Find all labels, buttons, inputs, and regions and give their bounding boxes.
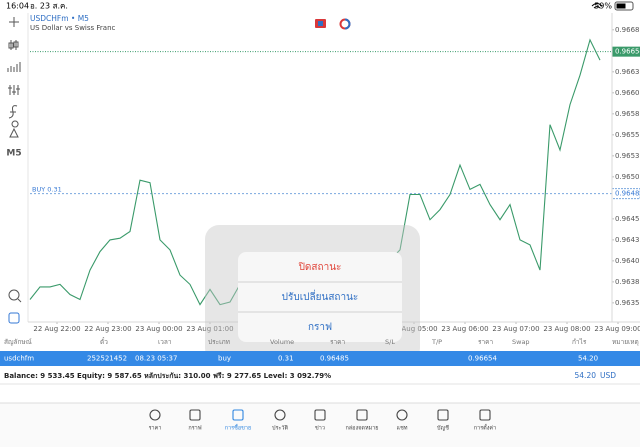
- open-chart[interactable]: กราฟ: [308, 322, 332, 333]
- cell: 54.20: [578, 355, 598, 363]
- wifi-icon: [591, 3, 603, 9]
- y-tick-label: 0.96355: [615, 299, 640, 307]
- settings-icon[interactable]: [8, 85, 20, 95]
- indicators-icon[interactable]: [7, 62, 21, 72]
- tab-icon[interactable]: [274, 409, 286, 421]
- column-header: ราคา: [478, 338, 493, 346]
- position-label: BUY 0.31: [32, 186, 62, 194]
- status-time: 16:04: [6, 2, 29, 11]
- tab-label[interactable]: กล่องจดหมาย: [345, 426, 378, 432]
- cell: 252521452: [87, 355, 127, 363]
- x-tick-label: 23 Aug 00:00: [135, 325, 182, 333]
- cell: usdchfm: [4, 355, 34, 363]
- tab-label[interactable]: ราคา: [149, 426, 162, 432]
- selected-row[interactable]: [0, 351, 640, 366]
- column-header: ตั๋ว: [100, 337, 108, 346]
- balance-text: Balance: 9 533.45 Equity: 9 587.65 หลักป…: [4, 372, 331, 380]
- tab-icon[interactable]: [396, 409, 408, 421]
- sidebar: [7, 17, 22, 324]
- price-box: [612, 46, 640, 57]
- column-header: Swap: [512, 338, 530, 346]
- tab-label[interactable]: ประวัติ: [272, 425, 288, 432]
- zoom-icon[interactable]: [8, 289, 20, 301]
- tab-label[interactable]: ข่าว: [315, 426, 325, 432]
- popup: [238, 252, 402, 342]
- tab-icon[interactable]: [149, 409, 161, 421]
- tab-label[interactable]: การตั้งค่า: [474, 424, 496, 432]
- position-price: 0.96485: [615, 190, 640, 198]
- column-header: T/P: [431, 338, 442, 346]
- column-header: S/L: [385, 338, 395, 346]
- flag-icon-inner: [318, 21, 323, 26]
- y-tick-label: 0.96555: [615, 131, 640, 139]
- tabs: ราคา กราฟ การซื้อขาย ประวัติ ข่าว กล่องจดหมาย…: [149, 409, 496, 432]
- candles-icon[interactable]: [8, 40, 19, 50]
- modify-position[interactable]: ปรับเปลี่ยนสถานะ: [282, 289, 359, 303]
- trade-icon[interactable]: [8, 312, 20, 324]
- battery-icon: [614, 1, 634, 11]
- chart-subtitle: US Dollar vs Swiss Franc: [30, 24, 116, 32]
- cell: 0.96654: [468, 355, 497, 363]
- tab-icon[interactable]: [189, 409, 201, 421]
- column-header: ราคา: [330, 338, 345, 346]
- x-tick-label: 23 Aug 05:00: [390, 325, 437, 333]
- objects-icon[interactable]: [9, 120, 19, 138]
- column-header: สัญลักษณ์: [4, 338, 32, 346]
- x-tick-label: 23 Aug 01:00: [186, 325, 233, 333]
- column-header: เวลา: [158, 338, 172, 346]
- cell: buy: [218, 355, 231, 363]
- x-tick-label: 23 Aug 07:00: [492, 325, 539, 333]
- status-battery: 59%: [594, 2, 612, 11]
- cell: 0.96485: [320, 355, 349, 363]
- chart-title: USDCHFm • M5: [30, 14, 89, 23]
- status-date: อ. 23 ส.ค.: [30, 2, 68, 11]
- column-header: กำไร: [572, 338, 587, 346]
- tab-label[interactable]: กราฟ: [188, 425, 201, 432]
- tab-icon[interactable]: [356, 409, 368, 421]
- tab-icon[interactable]: [232, 409, 244, 421]
- timeframe[interactable]: M5: [6, 149, 21, 159]
- column-header: หมายเหตุ: [612, 338, 639, 346]
- function-icon[interactable]: [8, 105, 18, 119]
- tab-label[interactable]: แชท: [397, 425, 408, 432]
- tab-icon[interactable]: [479, 409, 491, 421]
- y-tick-label: 0.96405: [615, 257, 640, 265]
- cell: 08.23 05:37: [135, 355, 177, 363]
- cell: 0.31: [278, 355, 294, 363]
- x-tick-label: 23 Aug 06:00: [441, 325, 488, 333]
- close-position[interactable]: ปิดสถานะ: [298, 262, 341, 273]
- y-tick-label: 0.96505: [615, 173, 640, 181]
- y-tick-label: 0.96455: [615, 215, 640, 223]
- x-tick-label: 23 Aug 09:00: [594, 325, 640, 333]
- currency: USD: [600, 371, 616, 380]
- tab-icon[interactable]: [437, 409, 449, 421]
- zoom-handle: [17, 298, 22, 303]
- price-label: 0.96654: [615, 48, 640, 56]
- tab-icon[interactable]: [314, 409, 326, 421]
- tab-label[interactable]: การซื้อขาย: [225, 424, 251, 432]
- crosshair-icon[interactable]: [9, 17, 19, 27]
- column-header: Volume: [270, 338, 294, 346]
- y-tick-label: 0.96605: [615, 89, 640, 97]
- column-header: ประเภท: [208, 338, 230, 346]
- tab-label[interactable]: บัญชี: [437, 425, 449, 432]
- battery-level: [616, 3, 626, 9]
- x-tick-label: 22 Aug 23:00: [84, 325, 131, 333]
- x-tick-label: 22 Aug 22:00: [33, 325, 80, 333]
- x-tick-label: 23 Aug 08:00: [543, 325, 590, 333]
- one-click-icon-half: [344, 18, 351, 30]
- total-profit: 54.20: [575, 371, 597, 380]
- table: สัญลักษณ์ ตั๋ว เวลา ประเภท Volume ราคา S/L T/P ร…: [4, 337, 639, 363]
